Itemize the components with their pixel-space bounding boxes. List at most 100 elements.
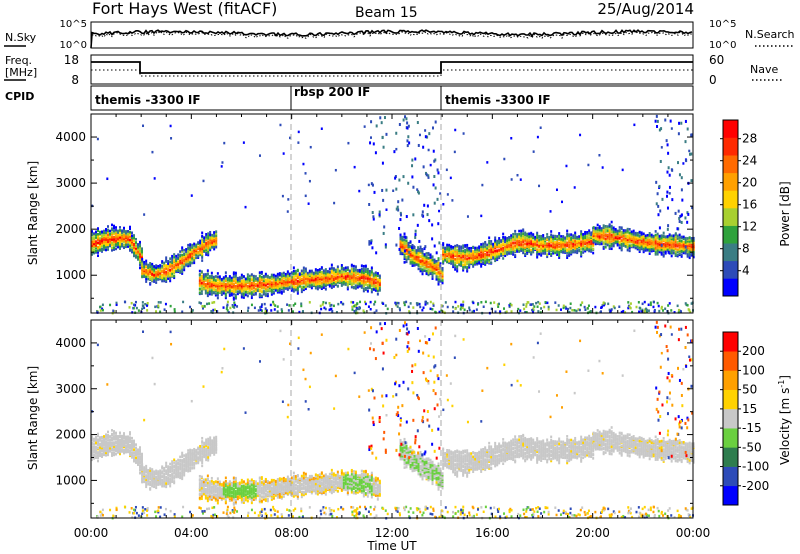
power-echo-cell: [427, 253, 430, 257]
power-echo-cell: [466, 266, 469, 269]
power-echo-cell: [528, 238, 531, 242]
power-echo-cell: [364, 286, 367, 290]
power-echo-cell: [648, 241, 651, 245]
power-echo-cell: [304, 282, 307, 285]
power-echo-cell: [268, 289, 271, 292]
power-echo-cell: [427, 268, 430, 271]
power-echo-cell: [677, 308, 680, 312]
power-echo-cell: [688, 253, 691, 257]
power-echo-cell: [660, 305, 663, 309]
power-echo-cell: [536, 240, 539, 243]
power-echo-cell: [622, 235, 625, 238]
power-echo-cell: [111, 223, 113, 227]
power-echo-cell: [330, 276, 333, 279]
power-echo-cell: [648, 239, 651, 243]
power-echo-cell: [550, 241, 553, 244]
date-title: 25/Aug/2014: [597, 0, 694, 18]
power-echo-cell: [431, 308, 434, 311]
power-echo-cell: [288, 274, 291, 277]
power-echo-cell: [423, 266, 426, 269]
power-echo-cell: [470, 255, 473, 258]
velocity-echo-cell: [111, 441, 113, 445]
power-echo-cell: [602, 236, 605, 240]
power-echo-cell: [93, 232, 95, 235]
power-echo-cell: [454, 263, 457, 266]
power-echo-cell: [292, 275, 295, 279]
power-echo-cell: [582, 236, 585, 239]
power-echo-cell: [474, 258, 477, 261]
velocity-echo-cell: [153, 472, 156, 476]
power-echo-cell: [562, 237, 565, 241]
power-echo-cell: [480, 258, 483, 262]
power-echo-cell: [354, 274, 357, 277]
velocity-echo-cell: [163, 469, 166, 473]
power-echo-cell: [602, 232, 605, 236]
power-echo-cell: [177, 256, 180, 259]
power-echo-cell: [207, 246, 210, 249]
velocity-echo-cell: [113, 448, 115, 452]
power-echo-cell: [352, 267, 355, 271]
power-echo-cell: [161, 264, 164, 268]
power-echo-cell: [608, 225, 611, 229]
power-echo-cell: [649, 301, 652, 304]
power-echo-cell: [252, 280, 255, 284]
power-echo-cell: [207, 250, 210, 254]
power-echo-cell: [328, 270, 331, 274]
power-echo-cell: [474, 255, 477, 258]
velocity-echo-cell: [95, 438, 97, 442]
power-echo-cell: [413, 257, 416, 260]
power-echo-cell: [439, 279, 442, 283]
power-echo-cell: [419, 255, 422, 258]
power-echo-cell: [578, 242, 581, 246]
nave-label: Nave: [750, 63, 778, 76]
power-echo-cell: [304, 280, 307, 284]
power-echo-cell: [412, 245, 415, 249]
power-echo-cell: [602, 303, 605, 307]
power-echo-cell: [328, 277, 331, 280]
power-echo-cell: [399, 243, 402, 247]
power-echo-cell: [456, 245, 459, 249]
freq-label: Freq.: [5, 54, 32, 67]
power-echo-cell: [608, 241, 611, 245]
power-echo-cell: [346, 268, 349, 271]
power-echo-cell: [574, 239, 577, 243]
power-echo-cell: [670, 309, 673, 312]
velocity-echo-cell: [93, 457, 95, 460]
power-echo-cell: [655, 180, 658, 184]
power-echo-cell: [437, 267, 440, 271]
power-echo-cell: [274, 283, 277, 287]
power-echo-cell: [688, 251, 691, 255]
power-echo-cell: [216, 289, 219, 292]
power-echo-cell: [654, 119, 657, 123]
power-echo-cell: [93, 234, 95, 237]
power-echo-cell: [441, 271, 444, 275]
velocity-echo-cell: [139, 446, 141, 449]
power-echo-cell: [179, 262, 182, 266]
power-echo-cell: [405, 252, 408, 256]
power-echo-cell: [324, 287, 327, 291]
power-echo-cell: [250, 283, 253, 287]
power-echo-cell: [522, 243, 525, 246]
power-echo-cell: [582, 241, 585, 244]
power-echo-cell: [502, 249, 505, 252]
velocity-echo-cell: [123, 450, 125, 453]
power-echo-cell: [348, 281, 351, 284]
frequency-panel: Freq. [MHz] 18 8 60 0 Nave: [4, 53, 784, 87]
power-echo-cell: [578, 308, 581, 312]
power-echo-cell: [280, 278, 283, 282]
power-echo-cell: [472, 245, 475, 249]
power-echo-cell: [427, 256, 430, 260]
power-echo-cell: [531, 308, 534, 312]
power-echo-cell: [119, 240, 121, 244]
power-echo-cell: [202, 287, 205, 291]
power-echo-cell: [352, 269, 355, 273]
power-echo-cell: [350, 267, 353, 271]
velocity-echo-cell: [93, 442, 95, 446]
power-echo-cell: [270, 277, 273, 280]
power-echo-cell: [286, 277, 289, 281]
power-echo-cell: [542, 247, 545, 250]
velocity-echo-cell: [95, 437, 97, 441]
power-echo-cell: [374, 278, 377, 281]
power-echo-cell: [608, 223, 611, 226]
power-echo-cell: [448, 255, 451, 258]
